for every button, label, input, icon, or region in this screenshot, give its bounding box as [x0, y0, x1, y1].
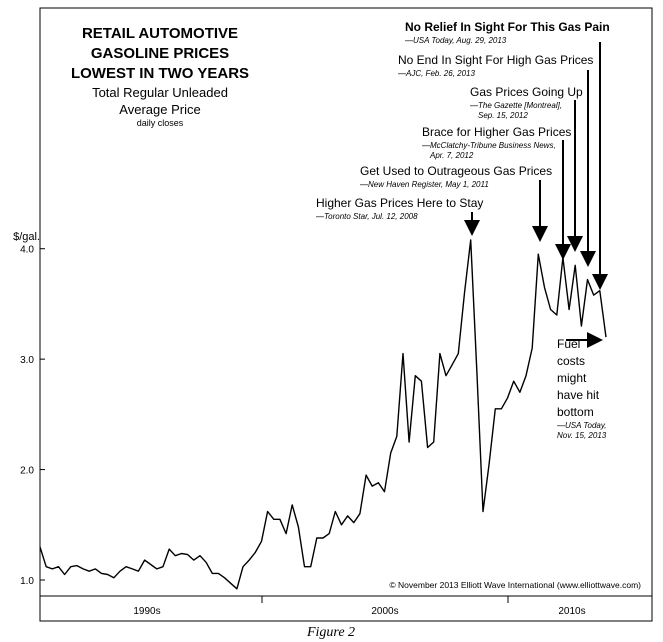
annotation-citation: Nov. 15, 2013 — [557, 431, 607, 440]
annotation-citation: —Toronto Star, Jul. 12, 2008 — [315, 212, 418, 221]
y-tick-label: 1.0 — [20, 576, 34, 587]
annotation-citation: —New Haven Register, May 1, 2011 — [359, 180, 489, 189]
caption: Figure 2 — [306, 625, 355, 640]
annotation-citation: —McClatchy-Tribune Business News, — [421, 141, 556, 150]
annotation-headline: Gas Prices Going Up — [470, 85, 583, 99]
x-tick-label: 1990s — [133, 606, 160, 617]
chart-subtitle: Average Price — [119, 102, 200, 117]
y-tick-label: 2.0 — [20, 466, 34, 477]
chart-subtitle: Total Regular Unleaded — [92, 85, 228, 100]
price-line — [39, 239, 607, 590]
annotation-headline: No Relief In Sight For This Gas Pain — [405, 20, 610, 34]
annotation-headline: bottom — [557, 405, 594, 419]
annotation-headline: Get Used to Outrageous Gas Prices — [360, 164, 552, 178]
annotation-citation: —USA Today, — [556, 421, 607, 430]
annotation-headline: Higher Gas Prices Here to Stay — [316, 196, 483, 210]
annotation-citation: Sep. 15, 2012 — [478, 111, 528, 120]
annotation-citation: Apr. 7, 2012 — [429, 151, 474, 160]
y-tick-label: 4.0 — [20, 245, 34, 256]
x-tick-label: 2010s — [558, 606, 585, 617]
annotation-headline: Brace for Higher Gas Prices — [422, 125, 571, 139]
x-tick-label: 2000s — [371, 606, 398, 617]
chart-title: LOWEST IN TWO YEARS — [71, 65, 249, 82]
annotation-headline: costs — [557, 354, 585, 368]
annotation-headline: No End In Sight For High Gas Prices — [398, 53, 593, 67]
chart-title: GASOLINE PRICES — [91, 45, 229, 62]
chart-note: daily closes — [137, 118, 184, 128]
chart-title: RETAIL AUTOMOTIVE — [82, 25, 238, 42]
y-axis-label: $/gal. — [13, 231, 40, 243]
annotation-headline: might — [557, 371, 587, 385]
annotation-headline: have hit — [557, 388, 600, 402]
annotation-citation: —AJC, Feb. 26, 2013 — [397, 69, 475, 78]
credit: © November 2013 Elliott Wave Internation… — [389, 580, 641, 590]
annotation-citation: —The Gazette [Montreal], — [469, 101, 562, 110]
x-axis-band — [39, 595, 653, 622]
annotation-citation: —USA Today, Aug. 29, 2013 — [404, 36, 507, 45]
y-tick-label: 3.0 — [20, 355, 34, 366]
